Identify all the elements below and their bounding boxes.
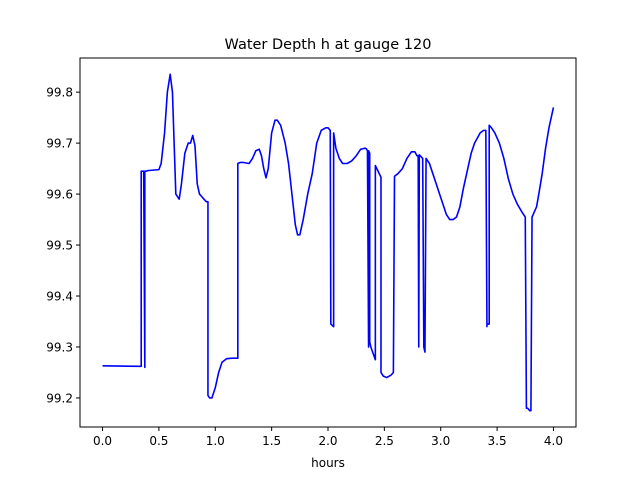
axes-frame bbox=[79, 57, 577, 428]
y-axis-ticks: 99.2 99.3 99.4 99.5 99.6 99.7 99.8 bbox=[46, 86, 80, 405]
chart-title: Water Depth h at gauge 120 bbox=[225, 37, 432, 53]
x-tick-label: 0.5 bbox=[149, 434, 168, 448]
x-tick-label: 3.0 bbox=[431, 434, 450, 448]
y-tick-label: 99.8 bbox=[46, 86, 73, 100]
series-line-0 bbox=[102, 73, 555, 412]
y-tick-label: 99.7 bbox=[46, 137, 73, 151]
y-tick-label: 99.6 bbox=[46, 188, 73, 202]
x-tick-label: 0.0 bbox=[93, 434, 112, 448]
x-axis-label: hours bbox=[311, 456, 345, 470]
y-tick-label: 99.5 bbox=[46, 239, 73, 253]
y-tick-label: 99.4 bbox=[46, 290, 73, 304]
x-tick-label: 2.5 bbox=[375, 434, 394, 448]
x-tick-label: 1.0 bbox=[206, 434, 225, 448]
x-tick-label: 2.0 bbox=[318, 434, 337, 448]
plot-area bbox=[102, 73, 555, 412]
y-tick-label: 99.3 bbox=[46, 340, 73, 354]
x-tick-label: 3.5 bbox=[488, 434, 507, 448]
y-tick-label: 99.2 bbox=[46, 391, 73, 405]
x-axis-ticks: 0.0 0.5 1.0 1.5 2.0 2.5 3.0 3.5 4.0 bbox=[93, 427, 563, 448]
x-tick-label: 4.0 bbox=[544, 434, 563, 448]
x-tick-label: 1.5 bbox=[262, 434, 281, 448]
